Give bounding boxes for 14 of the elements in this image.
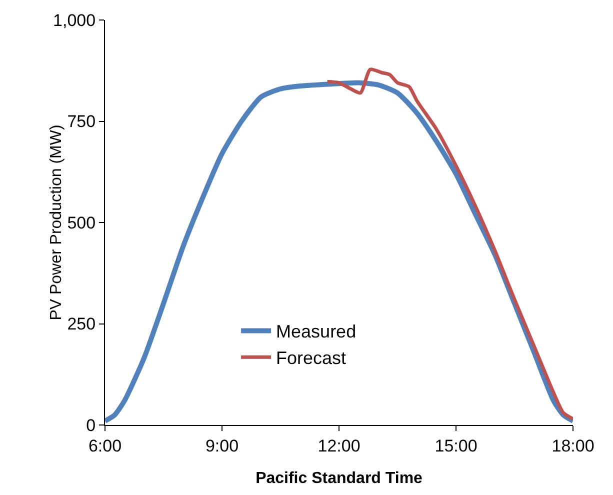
x-tick-label: 18:00 xyxy=(552,436,594,456)
x-tick-label: 6:00 xyxy=(88,436,122,456)
x-axis-title: Pacific Standard Time xyxy=(256,470,423,487)
x-tick-label: 15:00 xyxy=(434,436,478,456)
legend-label: Measured xyxy=(276,322,356,342)
y-axis-title: PV Power Production (MW) xyxy=(48,124,66,320)
legend-label: Forecast xyxy=(276,348,346,368)
y-tick-label: 750 xyxy=(67,112,96,132)
y-tick-label: 250 xyxy=(67,314,96,334)
y-tick-label: 500 xyxy=(67,213,96,232)
x-tick-label: 9:00 xyxy=(205,436,239,456)
x-tick-label: 12:00 xyxy=(318,436,360,456)
y-tick-label: 1,000 xyxy=(53,10,96,30)
y-tick-label: 0 xyxy=(86,416,96,435)
